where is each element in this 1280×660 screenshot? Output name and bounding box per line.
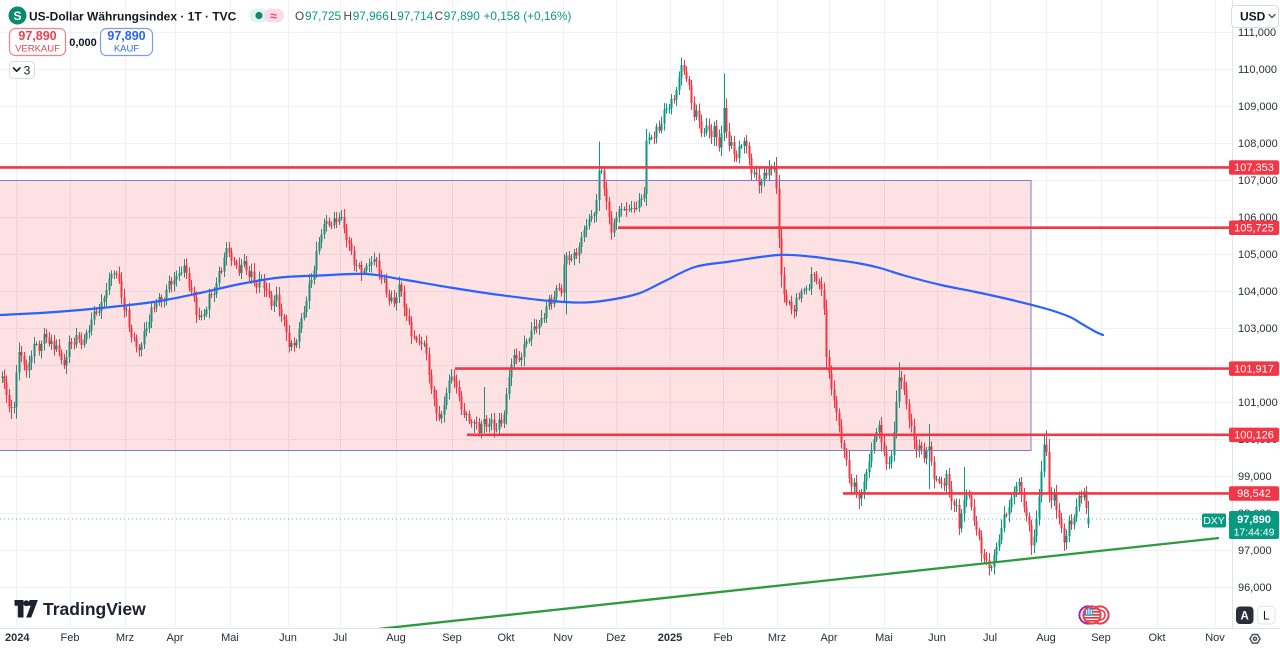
svg-text:Sep: Sep xyxy=(442,632,462,644)
svg-text:101,000: 101,000 xyxy=(1238,397,1278,409)
svg-text:C: C xyxy=(435,9,444,23)
svg-text:H: H xyxy=(344,9,353,23)
svg-text:0,000: 0,000 xyxy=(69,37,97,49)
svg-text:Sep: Sep xyxy=(1091,632,1111,644)
svg-text:Jun: Jun xyxy=(928,632,946,644)
svg-text:3: 3 xyxy=(24,64,31,78)
svg-text:108,000: 108,000 xyxy=(1238,138,1278,150)
svg-text:2025: 2025 xyxy=(658,632,682,644)
svg-text:Feb: Feb xyxy=(714,632,733,644)
svg-text:VERKAUF: VERKAUF xyxy=(15,44,60,55)
svg-text:97,890: 97,890 xyxy=(107,29,145,43)
svg-text:O: O xyxy=(295,9,304,23)
svg-text:96,000: 96,000 xyxy=(1238,582,1272,594)
svg-text:105,725: 105,725 xyxy=(1234,223,1274,235)
svg-text:Apr: Apr xyxy=(166,632,183,644)
svg-text:110,000: 110,000 xyxy=(1238,64,1277,76)
svg-text:107,000: 107,000 xyxy=(1238,175,1278,187)
svg-text:L: L xyxy=(1263,611,1270,623)
svg-text:17:44:49: 17:44:49 xyxy=(1234,527,1275,539)
svg-text:Nov: Nov xyxy=(553,632,573,644)
svg-text:Feb: Feb xyxy=(61,632,80,644)
svg-text:105,000: 105,000 xyxy=(1238,249,1278,261)
svg-text:USD: USD xyxy=(1240,10,1266,24)
svg-text:Okt: Okt xyxy=(1148,632,1165,644)
svg-text:Mai: Mai xyxy=(875,632,893,644)
svg-text:DXY: DXY xyxy=(1203,515,1225,527)
svg-text:≈: ≈ xyxy=(270,9,277,23)
svg-text:L: L xyxy=(390,9,397,23)
svg-text:97,725: 97,725 xyxy=(305,9,342,23)
svg-text:107,353: 107,353 xyxy=(1234,162,1274,174)
svg-text:+0,158 (+0,16%): +0,158 (+0,16%) xyxy=(484,9,572,23)
svg-text:Aug: Aug xyxy=(1036,632,1056,644)
svg-text:97,890: 97,890 xyxy=(444,9,481,23)
svg-text:98,542: 98,542 xyxy=(1237,488,1271,500)
svg-text:97,000: 97,000 xyxy=(1238,545,1272,557)
svg-text:Jul: Jul xyxy=(333,632,347,644)
svg-text:A: A xyxy=(1241,611,1249,623)
svg-text:Okt: Okt xyxy=(497,632,514,644)
svg-text:Nov: Nov xyxy=(1205,632,1225,644)
svg-text:104,000: 104,000 xyxy=(1238,286,1278,298)
svg-text:101,917: 101,917 xyxy=(1234,363,1274,375)
svg-text:Apr: Apr xyxy=(820,632,837,644)
svg-text:Mrz: Mrz xyxy=(768,632,786,644)
svg-text:111,000: 111,000 xyxy=(1238,27,1276,39)
svg-text:100,126: 100,126 xyxy=(1234,430,1274,442)
svg-text:Mrz: Mrz xyxy=(116,632,134,644)
svg-text:99,000: 99,000 xyxy=(1238,471,1272,483)
svg-text:KAUF: KAUF xyxy=(114,44,140,55)
svg-text:TradingView: TradingView xyxy=(43,599,146,619)
svg-text:Aug: Aug xyxy=(386,632,406,644)
svg-text:2024: 2024 xyxy=(5,632,30,644)
svg-text:97,966: 97,966 xyxy=(353,9,390,23)
svg-text:Jun: Jun xyxy=(279,632,297,644)
svg-text:109,000: 109,000 xyxy=(1238,101,1278,113)
svg-text:97,714: 97,714 xyxy=(397,9,434,23)
svg-text:103,000: 103,000 xyxy=(1238,323,1278,335)
svg-text:97,890: 97,890 xyxy=(1237,514,1271,526)
svg-text:97,890: 97,890 xyxy=(18,29,56,43)
svg-text:Dez: Dez xyxy=(606,632,626,644)
svg-text:US-Dollar Währungsindex · 1T ·: US-Dollar Währungsindex · 1T · TVC xyxy=(29,10,237,24)
svg-text:Jul: Jul xyxy=(983,632,997,644)
svg-text:Mai: Mai xyxy=(221,632,239,644)
svg-text:S: S xyxy=(13,9,21,23)
